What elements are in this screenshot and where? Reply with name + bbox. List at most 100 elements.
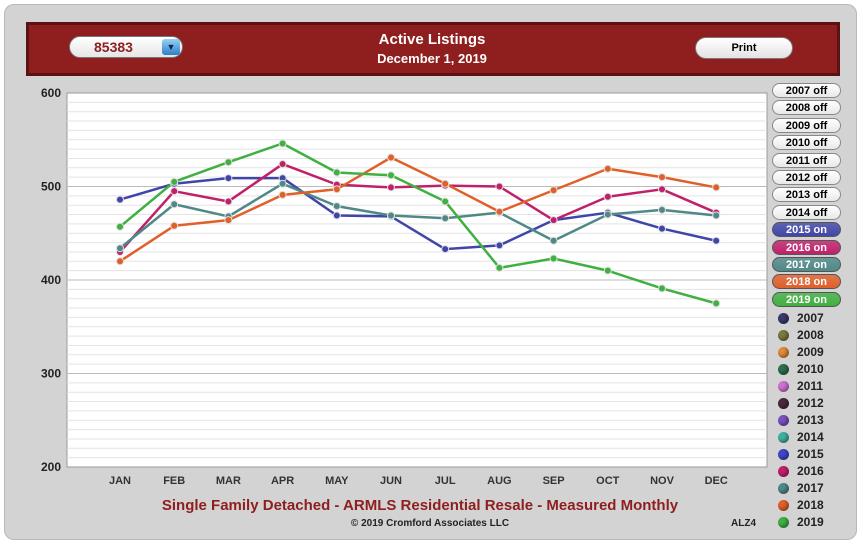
legend-swatch — [778, 381, 789, 393]
data-point-2016[interactable] — [495, 182, 504, 191]
legend-item: 2019 — [778, 515, 824, 530]
data-point-2018[interactable] — [116, 257, 124, 266]
data-point-2019[interactable] — [332, 168, 341, 177]
year-toggle-2009[interactable]: 2009 off — [772, 117, 841, 133]
data-point-2019[interactable] — [495, 263, 504, 272]
data-point-2019[interactable] — [224, 158, 233, 167]
legend-swatch — [778, 313, 789, 325]
legend-label: 2011 — [797, 379, 824, 393]
legend-swatch — [778, 432, 789, 444]
year-toggle-2015[interactable]: 2015 on — [772, 222, 841, 238]
legend-item: 2010 — [778, 362, 824, 377]
data-point-2015[interactable] — [332, 211, 341, 220]
data-point-2017[interactable] — [387, 211, 395, 220]
x-tick-label: MAY — [325, 475, 349, 487]
x-tick-label: SEP — [543, 475, 565, 487]
legend-item: 2013 — [778, 413, 824, 428]
legend-item: 2014 — [778, 430, 824, 445]
legend-swatch — [778, 517, 789, 529]
data-point-2017[interactable] — [332, 202, 341, 211]
year-toggle-2017[interactable]: 2017 on — [772, 257, 841, 272]
series-group — [116, 139, 721, 308]
data-point-2018[interactable] — [170, 221, 179, 230]
data-point-2018[interactable] — [441, 179, 450, 188]
data-point-2017[interactable] — [170, 200, 179, 209]
data-point-2018[interactable] — [658, 173, 666, 182]
zip-code-value: 85383 — [94, 39, 133, 55]
data-point-2019[interactable] — [441, 197, 450, 206]
data-point-2015[interactable] — [658, 224, 666, 233]
year-toggle-2012[interactable]: 2012 off — [772, 170, 841, 185]
x-tick-label: AUG — [487, 475, 511, 487]
data-point-2016[interactable] — [224, 197, 233, 206]
data-point-2019[interactable] — [549, 254, 558, 263]
data-point-2017[interactable] — [658, 205, 666, 214]
legend-item: 2016 — [778, 464, 824, 479]
zip-code-select[interactable]: 85383 ▼ — [69, 36, 183, 58]
data-point-2015[interactable] — [441, 245, 450, 254]
data-point-2016[interactable] — [387, 183, 395, 192]
year-toggle-2008[interactable]: 2008 off — [772, 100, 841, 116]
data-point-2017[interactable] — [278, 179, 287, 188]
data-point-2016[interactable] — [170, 187, 179, 196]
data-point-2017[interactable] — [603, 210, 612, 219]
data-point-2015[interactable] — [224, 174, 233, 183]
data-point-2019[interactable] — [712, 299, 721, 308]
year-toggle-2007[interactable]: 2007 off — [772, 83, 841, 98]
data-point-2016[interactable] — [603, 192, 612, 201]
legend-label: 2017 — [797, 481, 824, 495]
x-tick-label: MAR — [216, 475, 241, 487]
data-point-2017[interactable] — [441, 214, 450, 223]
year-toggle-2019[interactable]: 2019 on — [772, 291, 841, 307]
y-tick-label: 200 — [41, 460, 61, 474]
year-toggle-2013[interactable]: 2013 off — [772, 187, 841, 203]
x-tick-label: OCT — [596, 475, 620, 487]
year-toggle-2016[interactable]: 2016 on — [772, 239, 841, 255]
header-bar: 85383 ▼ Active Listings December 1, 2019… — [26, 22, 840, 76]
data-point-2018[interactable] — [332, 185, 341, 194]
year-toggle-2018[interactable]: 2018 on — [772, 274, 841, 290]
legend-swatch — [778, 483, 789, 495]
data-point-2015[interactable] — [712, 236, 721, 245]
x-tick-label: NOV — [650, 475, 675, 487]
data-point-2019[interactable] — [387, 171, 395, 180]
chart-title: Active Listings — [378, 31, 486, 48]
data-point-2019[interactable] — [116, 222, 124, 231]
print-button[interactable]: Print — [695, 37, 793, 59]
data-point-2019[interactable] — [170, 177, 179, 186]
data-point-2018[interactable] — [603, 164, 612, 173]
legend-swatch — [778, 347, 789, 359]
chevron-down-icon[interactable]: ▼ — [162, 39, 180, 55]
legend-label: 2014 — [797, 430, 824, 444]
x-tick-label: FEB — [163, 475, 185, 487]
data-point-2017[interactable] — [116, 244, 124, 253]
x-tick-label: JUL — [435, 475, 456, 487]
data-point-2018[interactable] — [387, 153, 395, 162]
data-point-2016[interactable] — [549, 216, 558, 225]
data-point-2019[interactable] — [658, 284, 666, 293]
data-point-2016[interactable] — [278, 160, 287, 169]
data-point-2018[interactable] — [712, 183, 721, 192]
data-point-2019[interactable] — [603, 266, 612, 275]
legend-swatch — [778, 449, 789, 461]
legend-label: 2016 — [797, 464, 824, 478]
data-point-2018[interactable] — [549, 186, 558, 195]
data-point-2018[interactable] — [224, 216, 233, 225]
year-toggle-2011[interactable]: 2011 off — [772, 152, 841, 168]
y-axis: 200 300 400 500 600 — [41, 86, 61, 474]
data-point-2015[interactable] — [116, 195, 124, 204]
data-point-2018[interactable] — [495, 207, 504, 216]
legend-item: 2012 — [778, 396, 824, 411]
x-tick-label: DEC — [705, 475, 728, 487]
data-point-2016[interactable] — [658, 185, 666, 194]
data-point-2018[interactable] — [278, 190, 287, 199]
year-toggle-2010[interactable]: 2010 off — [772, 135, 841, 151]
y-tick-label: 600 — [41, 86, 61, 100]
year-toggle-2014[interactable]: 2014 off — [772, 204, 841, 220]
data-point-2019[interactable] — [278, 139, 287, 148]
data-point-2015[interactable] — [495, 241, 504, 250]
data-point-2017[interactable] — [712, 211, 721, 220]
legend-swatch — [778, 466, 789, 478]
data-point-2017[interactable] — [549, 236, 558, 245]
